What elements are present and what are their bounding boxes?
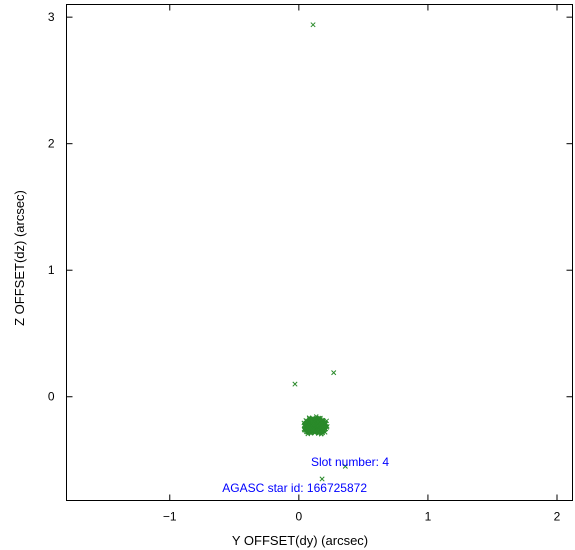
data-points [292, 22, 348, 482]
data-point [303, 418, 309, 423]
data-point [315, 428, 320, 434]
x-tick-label: 1 [425, 510, 432, 524]
x-axis-title: Y OFFSET(dy) (arcsec) [232, 533, 368, 548]
chart-annotation: Slot number: 4 [311, 455, 389, 469]
x-tick-label: −1 [163, 510, 177, 524]
data-point [310, 22, 316, 28]
data-point [315, 419, 321, 425]
x-tick-label: 0 [296, 510, 303, 524]
plot-frame [66, 4, 573, 501]
y-tick-label: 3 [48, 10, 55, 24]
y-tick-label: 0 [48, 390, 55, 404]
data-point [310, 419, 316, 425]
data-point [305, 427, 310, 433]
data-point [342, 463, 348, 469]
data-point [302, 421, 308, 427]
data-point [331, 370, 337, 376]
data-point [319, 476, 325, 482]
axis-ticks: −1 0 1 2 0 1 2 3 [48, 4, 573, 524]
y-tick-label: 2 [48, 137, 55, 151]
annotations: Slot number: 4 AGASC star id: 166725872 [222, 455, 389, 495]
data-point [310, 427, 315, 433]
x-tick-label: 2 [554, 510, 561, 524]
y-tick-label: 1 [48, 263, 55, 277]
y-axis-title: Z OFFSET(dz) (arcsec) [12, 190, 27, 326]
data-point [292, 381, 298, 387]
chart-annotation: AGASC star id: 166725872 [222, 481, 367, 495]
